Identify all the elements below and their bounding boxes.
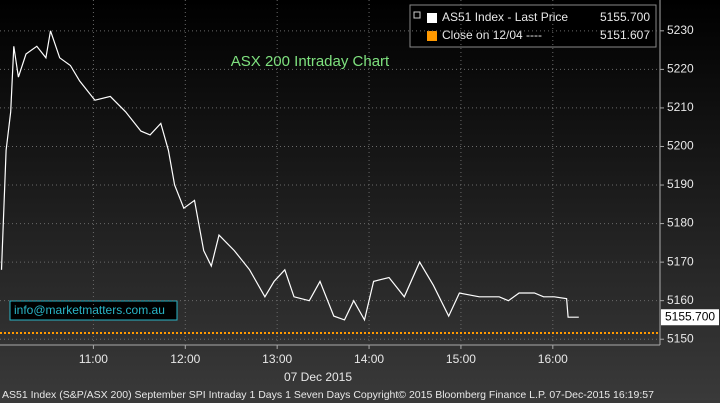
- legend-label: AS51 Index - Last Price: [442, 10, 568, 24]
- x-tick-label: 12:00: [170, 352, 200, 366]
- chart-title: ASX 200 Intraday Chart: [231, 53, 390, 70]
- x-tick-label: 16:00: [538, 352, 568, 366]
- legend-icon: [413, 11, 421, 19]
- y-tick-label: 5180: [667, 216, 694, 230]
- legend-value: 5151.607: [600, 28, 650, 42]
- legend-box: [409, 4, 657, 48]
- legend-label: Close on 12/04 ----: [442, 28, 542, 42]
- y-tick-label: 5230: [667, 23, 694, 37]
- y-tick-label: 5210: [667, 100, 694, 114]
- y-tick-label: 5190: [667, 177, 694, 191]
- x-tick-label: 15:00: [446, 352, 476, 366]
- legend-value: 5155.700: [600, 10, 650, 24]
- legend-swatch: [427, 31, 437, 41]
- x-tick-label: 14:00: [354, 352, 384, 366]
- footnote: AS51 Index (S&P/ASX 200) September SPI I…: [2, 389, 654, 401]
- x-axis-label: 07 Dec 2015: [284, 370, 352, 384]
- price-line: [0, 30, 579, 322]
- x-tick-label: 13:00: [262, 352, 292, 366]
- last-price-label: 5155.700: [665, 309, 715, 323]
- last-price-box: [661, 309, 719, 326]
- legend-swatch: [427, 13, 437, 23]
- watermark: info@marketmatters.com.au: [14, 303, 165, 317]
- x-tick-label: 11:00: [79, 352, 108, 366]
- y-tick-label: 5200: [667, 139, 694, 153]
- y-tick-label: 5220: [667, 62, 694, 76]
- y-tick-label: 5170: [667, 254, 694, 268]
- legend: AS51 Index - Last Price 5155.700 Close on …: [409, 4, 657, 48]
- y-tick-label: 5150: [667, 331, 694, 345]
- y-tick-label: 5160: [667, 293, 694, 307]
